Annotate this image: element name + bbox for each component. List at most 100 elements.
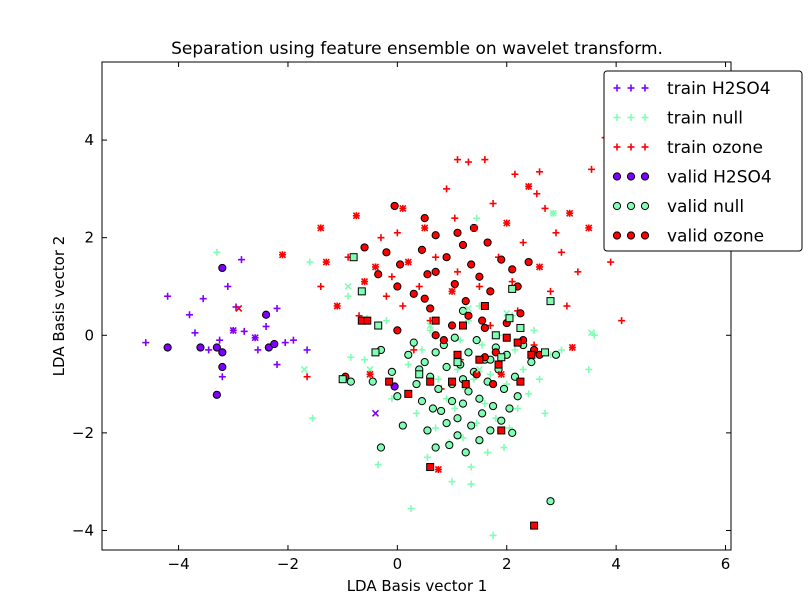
point-plus <box>199 295 207 303</box>
point-circle <box>464 348 473 357</box>
point-plus <box>213 248 221 256</box>
point-cross <box>229 326 237 334</box>
point-cross <box>475 365 483 374</box>
point-circle <box>437 406 446 416</box>
y-tick-label: 2 <box>84 229 94 247</box>
point-circle <box>382 248 391 257</box>
y-tick-label: −4 <box>72 521 94 539</box>
legend-entry: train H2SO4 <box>613 79 771 99</box>
point-plus <box>281 339 289 347</box>
point-circle <box>513 392 522 401</box>
legend-marker <box>627 114 635 121</box>
point-square <box>357 287 366 296</box>
point-circle <box>412 379 421 389</box>
series-10 <box>357 302 539 530</box>
point-cross <box>322 258 330 266</box>
point-circle <box>486 426 495 435</box>
point-square <box>404 389 413 398</box>
point-circle <box>409 289 418 298</box>
legend-entry: valid null <box>612 197 744 217</box>
point-cross <box>333 302 341 310</box>
x-tick-label: 6 <box>721 555 731 573</box>
point-circle <box>420 294 429 303</box>
point-circle <box>488 379 498 389</box>
legend-marker <box>626 201 636 211</box>
point-circle <box>393 326 402 335</box>
point-plus <box>500 444 508 452</box>
point-circle <box>453 431 462 440</box>
legend-entry: valid H2SO4 <box>612 168 772 188</box>
point-plus <box>432 424 440 432</box>
point-circle <box>420 358 429 367</box>
point-plus <box>478 341 486 349</box>
point-plus <box>317 282 325 290</box>
point-circle <box>508 265 517 274</box>
legend-marker <box>612 172 622 181</box>
point-circle <box>546 497 555 506</box>
point-cross <box>371 409 380 417</box>
series-8 <box>229 326 380 417</box>
point-plus <box>240 327 248 335</box>
legend-marker <box>612 201 622 211</box>
point-circle <box>478 409 487 418</box>
point-square <box>363 316 372 325</box>
x-axis-label: LDA Basis vector 1 <box>347 577 488 595</box>
point-plus <box>205 346 213 354</box>
point-plus <box>289 336 297 344</box>
point-plus <box>410 346 418 354</box>
point-plus <box>557 346 565 354</box>
point-circle <box>428 404 438 413</box>
point-cross <box>535 263 544 271</box>
point-circle <box>527 358 536 367</box>
point-plus <box>434 375 442 383</box>
y-tick-label: 0 <box>84 326 94 344</box>
point-circle <box>431 231 440 240</box>
point-plus <box>443 185 451 193</box>
point-plus <box>519 365 527 373</box>
plot-frame <box>101 61 732 551</box>
legend-box <box>603 70 803 252</box>
point-plus <box>262 322 270 330</box>
point-square <box>453 350 462 359</box>
legend-marker <box>641 114 649 121</box>
point-circle <box>398 421 407 430</box>
point-plus <box>309 414 317 422</box>
point-square <box>505 314 514 323</box>
legend-marker <box>627 143 635 151</box>
point-circle <box>450 279 459 289</box>
point-square <box>516 323 525 332</box>
point-plus <box>432 253 440 261</box>
point-cross <box>366 370 374 378</box>
point-plus <box>475 282 483 290</box>
point-plus <box>347 353 355 361</box>
point-circle <box>524 257 533 267</box>
point-circle <box>270 339 279 349</box>
point-cross <box>497 370 505 378</box>
point-circle <box>442 362 451 372</box>
point-plus <box>557 248 565 256</box>
point-circle <box>508 428 517 437</box>
point-circle <box>464 387 473 396</box>
point-plus <box>511 346 519 354</box>
point-circle <box>434 384 443 394</box>
point-cross <box>317 224 325 232</box>
point-cross <box>371 263 380 271</box>
data-points <box>142 134 626 539</box>
point-plus <box>525 390 533 398</box>
point-square <box>516 377 525 386</box>
point-circle <box>420 214 429 223</box>
point-plus <box>574 268 582 276</box>
legend-label: valid ozone <box>667 227 764 247</box>
point-circle <box>390 201 399 211</box>
point-circle <box>453 414 462 423</box>
point-circle <box>453 228 462 237</box>
point-plus <box>382 292 390 300</box>
point-plus <box>224 282 232 290</box>
point-plus <box>418 346 426 354</box>
point-square <box>426 463 435 472</box>
point-circle <box>458 240 468 250</box>
point-plus <box>514 404 522 412</box>
point-circle <box>426 304 435 313</box>
point-plus <box>547 287 555 295</box>
